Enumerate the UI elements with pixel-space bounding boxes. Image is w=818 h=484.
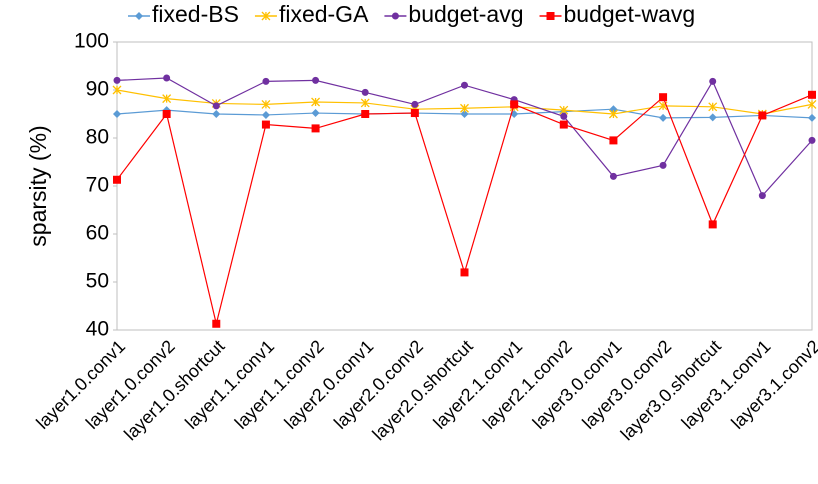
marker	[262, 77, 270, 85]
marker	[461, 81, 468, 89]
marker	[212, 319, 221, 328]
marker	[807, 99, 817, 109]
marker	[460, 268, 469, 277]
marker	[391, 12, 399, 20]
marker	[113, 76, 121, 84]
legend-label: budget-avg	[408, 1, 523, 27]
marker	[163, 74, 171, 82]
marker	[162, 110, 171, 118]
marker	[113, 175, 121, 184]
marker	[808, 90, 816, 99]
marker	[709, 77, 717, 85]
marker	[559, 120, 568, 129]
marker	[708, 102, 718, 112]
marker	[510, 100, 519, 109]
marker	[410, 109, 419, 118]
marker	[808, 136, 816, 144]
legend-label: budget-wavg	[564, 1, 696, 27]
series-line	[116, 77, 813, 197]
legend: fixed-BS fixed-GA budget-avg budget-wavg	[128, 1, 695, 27]
marker	[113, 110, 121, 118]
marker	[212, 110, 221, 118]
x-tick-label: layer2.0.conv2	[330, 336, 427, 433]
marker	[311, 109, 320, 118]
marker	[560, 112, 568, 120]
y-tick-label: 50	[86, 270, 109, 293]
marker	[112, 85, 122, 95]
y-tick-label: 70	[86, 174, 109, 197]
y-tick-label: 60	[86, 222, 109, 245]
marker	[261, 120, 270, 129]
x-tick-label: layer3.1.conv1	[678, 336, 775, 433]
marker	[311, 124, 320, 133]
legend-label: fixed-GA	[279, 1, 369, 27]
x-tick-label: layer1.1.conv1	[181, 336, 278, 433]
x-tick-label: layer1.0.conv2	[82, 336, 179, 433]
x-tick-label: layer3.0.conv1	[529, 336, 626, 433]
marker	[609, 136, 618, 145]
marker	[758, 192, 766, 200]
y-tick-label: 90	[86, 78, 109, 101]
marker	[659, 93, 668, 102]
marker	[546, 12, 555, 20]
marker	[460, 110, 469, 118]
x-tick-label: layer1.0.conv1	[32, 336, 129, 433]
y-tick-label: 80	[86, 126, 109, 149]
marker	[808, 113, 816, 122]
marker	[261, 110, 270, 119]
x-tick-label: layer1.1.conv2	[231, 336, 328, 433]
marker	[659, 161, 667, 169]
marker	[460, 103, 469, 113]
marker	[361, 110, 370, 118]
series-line	[116, 94, 813, 324]
marker	[361, 88, 369, 96]
marker	[312, 76, 320, 84]
marker	[659, 113, 668, 122]
x-tick-label: layer3.0.conv2	[578, 336, 675, 433]
marker	[311, 97, 321, 107]
marker	[162, 94, 172, 104]
marker	[212, 102, 220, 110]
marker	[261, 11, 271, 21]
marker	[360, 98, 370, 108]
marker	[609, 172, 617, 180]
x-tick-label: layer2.1.conv2	[479, 336, 576, 433]
marker	[758, 111, 767, 120]
legend-label: fixed-BS	[152, 1, 239, 27]
marker	[135, 12, 143, 20]
x-tick-label: layer2.0.conv1	[280, 336, 377, 433]
x-tick-label: layer2.1.conv1	[429, 336, 526, 433]
y-tick-label: 40	[86, 318, 109, 341]
marker	[559, 105, 569, 115]
marker	[261, 99, 271, 109]
marker	[708, 220, 717, 229]
marker	[708, 113, 717, 122]
marker	[608, 109, 618, 119]
y-axis-label: sparsity (%)	[25, 125, 51, 246]
marker	[411, 100, 419, 108]
y-tick-label: 100	[74, 30, 109, 53]
